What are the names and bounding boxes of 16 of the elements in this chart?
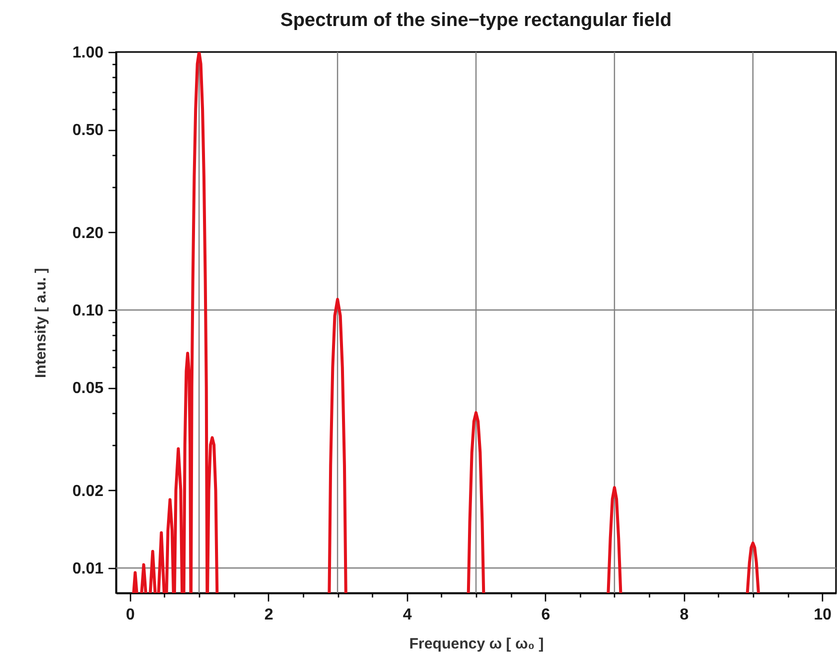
y-tick-label: 0.01 [72, 560, 104, 578]
chart-title: Spectrum of the sine−type rectangular field [280, 10, 672, 31]
y-axis-title: Intensity [ a.u. ] [32, 268, 50, 378]
y-tick-label: 0.10 [72, 302, 104, 320]
x-tick-label: 4 [402, 606, 412, 624]
y-tick-label: 0.02 [72, 482, 104, 500]
x-tick-label: 6 [541, 606, 550, 624]
x-tick-label: 0 [126, 606, 135, 624]
y-tick-label: 0.50 [72, 122, 104, 140]
y-tick-label: 1.00 [72, 44, 104, 62]
y-tick-label: 0.05 [72, 380, 104, 398]
x-axis-title: Frequency ω [ ω₀ ] [409, 636, 544, 652]
x-tick-label: 2 [264, 606, 274, 624]
x-tick-label: 10 [814, 606, 832, 624]
x-tick-label: 8 [680, 606, 689, 624]
y-tick-label: 0.20 [72, 224, 104, 242]
